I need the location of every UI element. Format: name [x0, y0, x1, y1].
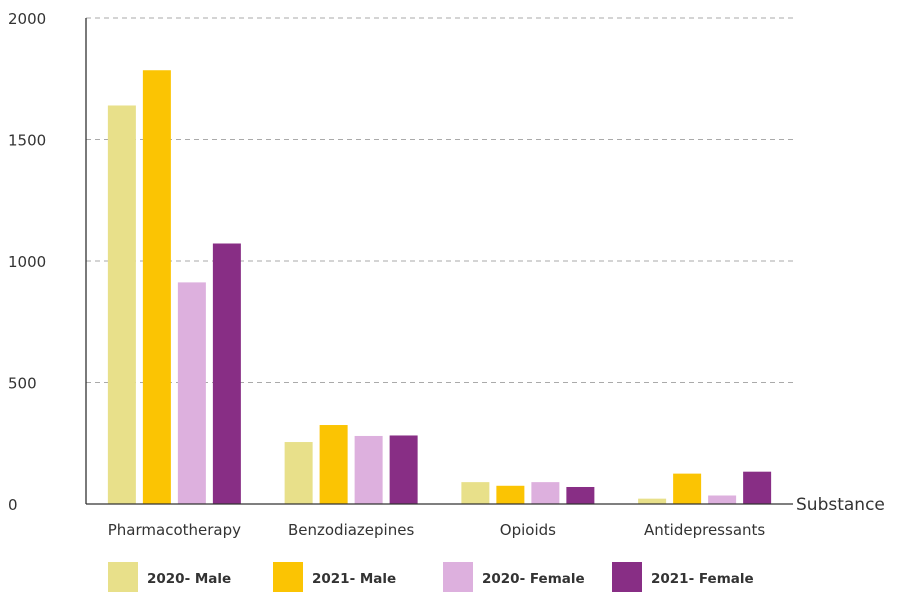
x-tick-label: Pharmacotherapy	[108, 521, 241, 539]
legend-swatch	[273, 562, 303, 592]
bar	[743, 471, 772, 504]
axes	[85, 18, 793, 505]
bar	[319, 425, 348, 504]
bar	[284, 442, 313, 504]
bar	[638, 498, 667, 504]
legend-label: 2020- Male	[147, 571, 231, 587]
y-tick-label: 500	[8, 375, 37, 393]
bar	[461, 482, 490, 504]
x-tick-label: Antidepressants	[644, 521, 765, 539]
x-tick-label: Benzodiazepines	[288, 521, 414, 539]
x-axis-title: Substance	[796, 495, 885, 515]
legend-label: 2021- Male	[312, 571, 396, 587]
bar	[566, 486, 595, 504]
gridlines	[86, 17, 793, 383]
bar	[496, 485, 525, 504]
bar	[107, 105, 136, 504]
bar	[177, 282, 206, 504]
y-tick-label: 1500	[8, 132, 46, 150]
x-tick-label: Opioids	[500, 521, 556, 539]
bar	[531, 482, 560, 504]
y-tick-label: 0	[8, 496, 18, 514]
bar	[389, 435, 418, 504]
y-tick-label: 1000	[8, 253, 46, 271]
legend-label: 2021- Female	[651, 571, 754, 587]
bar	[142, 70, 171, 505]
legend-label: 2020- Female	[482, 571, 585, 587]
y-tick-label: 2000	[8, 10, 46, 28]
legend-swatch	[612, 562, 642, 592]
legend-swatch	[108, 562, 138, 592]
legend: 2020- Male 2021- Male 2020- Female 2021- Fe…	[108, 562, 754, 592]
bar	[673, 473, 702, 504]
legend-swatch	[443, 562, 473, 592]
bar	[212, 243, 241, 504]
bar	[708, 495, 737, 504]
bar	[354, 435, 383, 504]
bars	[107, 70, 772, 505]
axis-labels: 0 500 1000 1500 2000 Pharmacotherapy Benzodiaz…	[8, 10, 765, 539]
